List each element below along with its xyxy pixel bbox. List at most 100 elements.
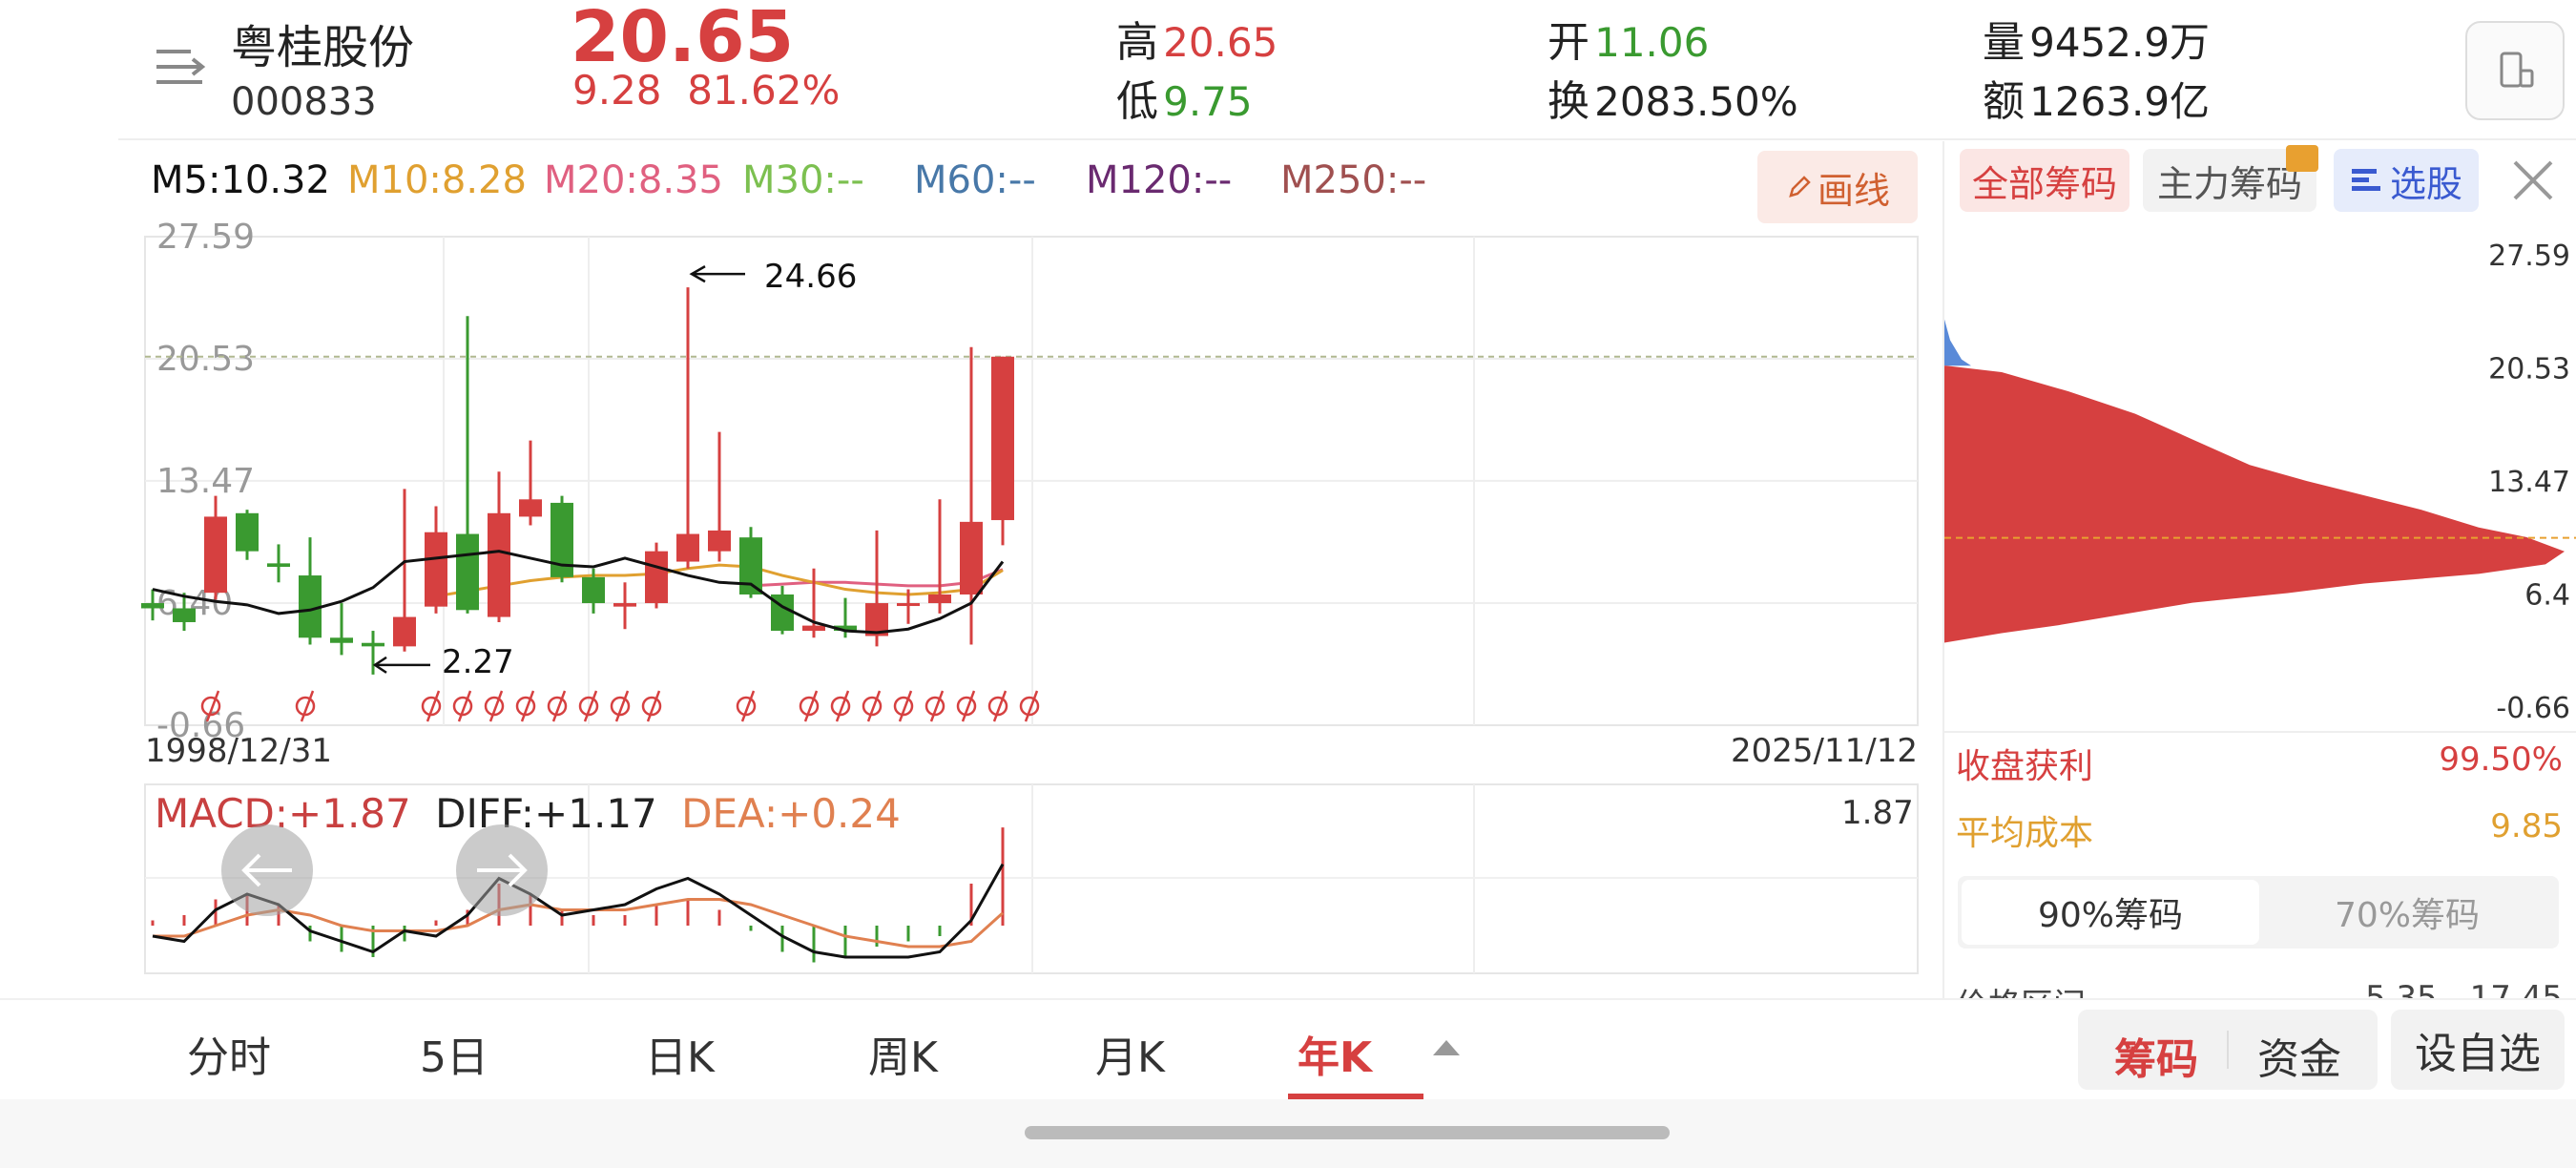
kline-candle <box>708 431 731 562</box>
tab-yearly-k[interactable]: 年K <box>1298 1033 1373 1082</box>
volume-stat: 量 9452.9万 <box>1983 8 2210 69</box>
dividend-marker-ring <box>515 696 536 717</box>
kline-candle <box>141 589 164 621</box>
low-stat: 低 9.75 <box>1116 67 1253 128</box>
chip-y-tick: 13.47 <box>2488 466 2570 499</box>
menu-icon[interactable] <box>153 42 206 95</box>
high-label: 高 <box>1116 18 1158 67</box>
amount-value: 1263.9亿 <box>2029 78 2211 125</box>
y-tick-label: 20.53 <box>156 340 255 379</box>
chip-y-tick: 20.53 <box>2488 352 2570 386</box>
ma60-label: M60:-- <box>914 158 1036 202</box>
dividend-marker-ring <box>200 696 221 717</box>
low-arrow-head <box>372 656 387 674</box>
tab-90-label: 90%筹码 <box>2037 896 2184 935</box>
candle-body <box>330 637 353 643</box>
volume-label: 量 <box>1983 18 2025 67</box>
dividend-marker-ring <box>799 696 820 717</box>
dividend-marker-slash <box>300 690 315 722</box>
kline-candle <box>960 346 983 645</box>
home-indicator[interactable] <box>1025 1126 1670 1139</box>
close-icon[interactable] <box>2507 155 2559 206</box>
tab-main-chips[interactable]: 主力筹码 <box>2143 145 2318 212</box>
volume-value: 9452.9万 <box>2029 19 2211 66</box>
low-value: 9.75 <box>1163 78 1253 125</box>
bottom-actions-group: 筹码 资金 <box>2078 1010 2378 1090</box>
kline-candle <box>173 593 196 632</box>
high-stat: 高 20.65 <box>1116 8 1278 69</box>
scroll-left-button[interactable] <box>221 824 313 916</box>
dividend-marker-slash <box>740 690 756 722</box>
bottom-divider <box>0 998 2576 1000</box>
open-stat: 开 11.06 <box>1548 8 1709 69</box>
candle-body <box>488 512 510 617</box>
caret-up-icon[interactable] <box>1433 1040 1460 1055</box>
scroll-right-button[interactable] <box>456 824 548 916</box>
active-tab-underline <box>1288 1094 1423 1099</box>
tab-weekly-k[interactable]: 周K <box>868 1033 938 1082</box>
fund-button[interactable]: 资金 <box>2257 1035 2341 1084</box>
chips-button[interactable]: 筹码 <box>2114 1035 2198 1084</box>
kline-candle <box>425 506 447 614</box>
kline-candle <box>393 489 416 652</box>
kline-candle <box>676 287 699 569</box>
arrow-left-icon <box>241 853 292 887</box>
dividend-marker-ring <box>421 696 442 717</box>
amount-label: 额 <box>1983 77 2025 126</box>
profit-value: 99.50% <box>2439 740 2563 779</box>
amount-stat: 额 1263.9亿 <box>1983 67 2210 128</box>
dividend-marker <box>547 690 568 722</box>
dividend-marker-ring <box>452 696 473 717</box>
kline-candle <box>519 440 542 526</box>
tab-5day[interactable]: 5日 <box>420 1033 488 1082</box>
add-watchlist-button[interactable]: 设自选 <box>2391 1010 2565 1090</box>
dividend-marker <box>830 690 851 722</box>
change-value: 9.28 <box>572 67 662 114</box>
change-percent: 81.62% <box>687 67 841 114</box>
draw-line-button[interactable]: 画线 <box>1757 151 1918 223</box>
landscape-toggle-button[interactable] <box>2465 21 2565 120</box>
ma250-label: M250:-- <box>1280 158 1427 202</box>
tab-70-chips[interactable]: 70%筹码 <box>2259 880 2555 945</box>
dividend-marker-ring <box>1019 696 1040 717</box>
dea-line <box>153 898 1005 949</box>
dividend-marker-ring <box>484 696 505 717</box>
tab-90-chips[interactable]: 90%筹码 <box>1962 880 2259 945</box>
candle-body <box>236 512 259 552</box>
pencil-icon <box>1789 176 1811 198</box>
tab-all-chips[interactable]: 全部筹码 <box>1960 149 2129 212</box>
kline-candle <box>897 589 920 624</box>
candle-body <box>141 603 164 609</box>
candle-body <box>519 499 542 517</box>
dividend-marker <box>924 690 945 722</box>
candle-body <box>613 603 636 607</box>
ma10-label: M10:8.28 <box>347 158 527 202</box>
open-value: 11.06 <box>1594 19 1710 66</box>
dividend-marker-slash <box>426 690 441 722</box>
x-start-label: 1998/12/31 <box>145 732 332 770</box>
chip-distribution-chart: 27.59 20.53 13.47 6.4 -0.66 <box>1944 240 2576 725</box>
candle-body <box>960 521 983 594</box>
tab-daily-k[interactable]: 日K <box>645 1033 715 1082</box>
tab-intraday[interactable]: 分时 <box>187 1033 271 1082</box>
dividend-marker-slash <box>803 690 819 722</box>
tab-select-stock[interactable]: 选股 <box>2334 149 2479 212</box>
kline-candle <box>582 568 605 614</box>
dividend-marker-slash <box>205 690 220 722</box>
high-annotation: 24.66 <box>764 258 857 296</box>
candle-body <box>834 625 857 632</box>
profit-label: 收盘获利 <box>1956 747 2094 786</box>
tab-monthly-k[interactable]: 月K <box>1095 1033 1165 1082</box>
dividend-marker-ring <box>987 696 1008 717</box>
list-icon <box>2351 169 2380 191</box>
dividend-marker <box>452 690 473 722</box>
kline-chart[interactable]: 27.5920.5313.476.40-0.6624.662.271998/12… <box>0 0 1946 782</box>
kline-candle <box>488 471 510 622</box>
y-tick-label: -0.66 <box>156 706 245 745</box>
diff-label: DIFF:+1.17 <box>435 790 657 837</box>
candle-body <box>362 642 384 647</box>
dividend-marker-ring <box>893 696 914 717</box>
x-end-label: 2025/11/12 <box>1731 732 1918 770</box>
tab-select-label: 选股 <box>2389 162 2462 205</box>
candle-body <box>928 594 951 604</box>
